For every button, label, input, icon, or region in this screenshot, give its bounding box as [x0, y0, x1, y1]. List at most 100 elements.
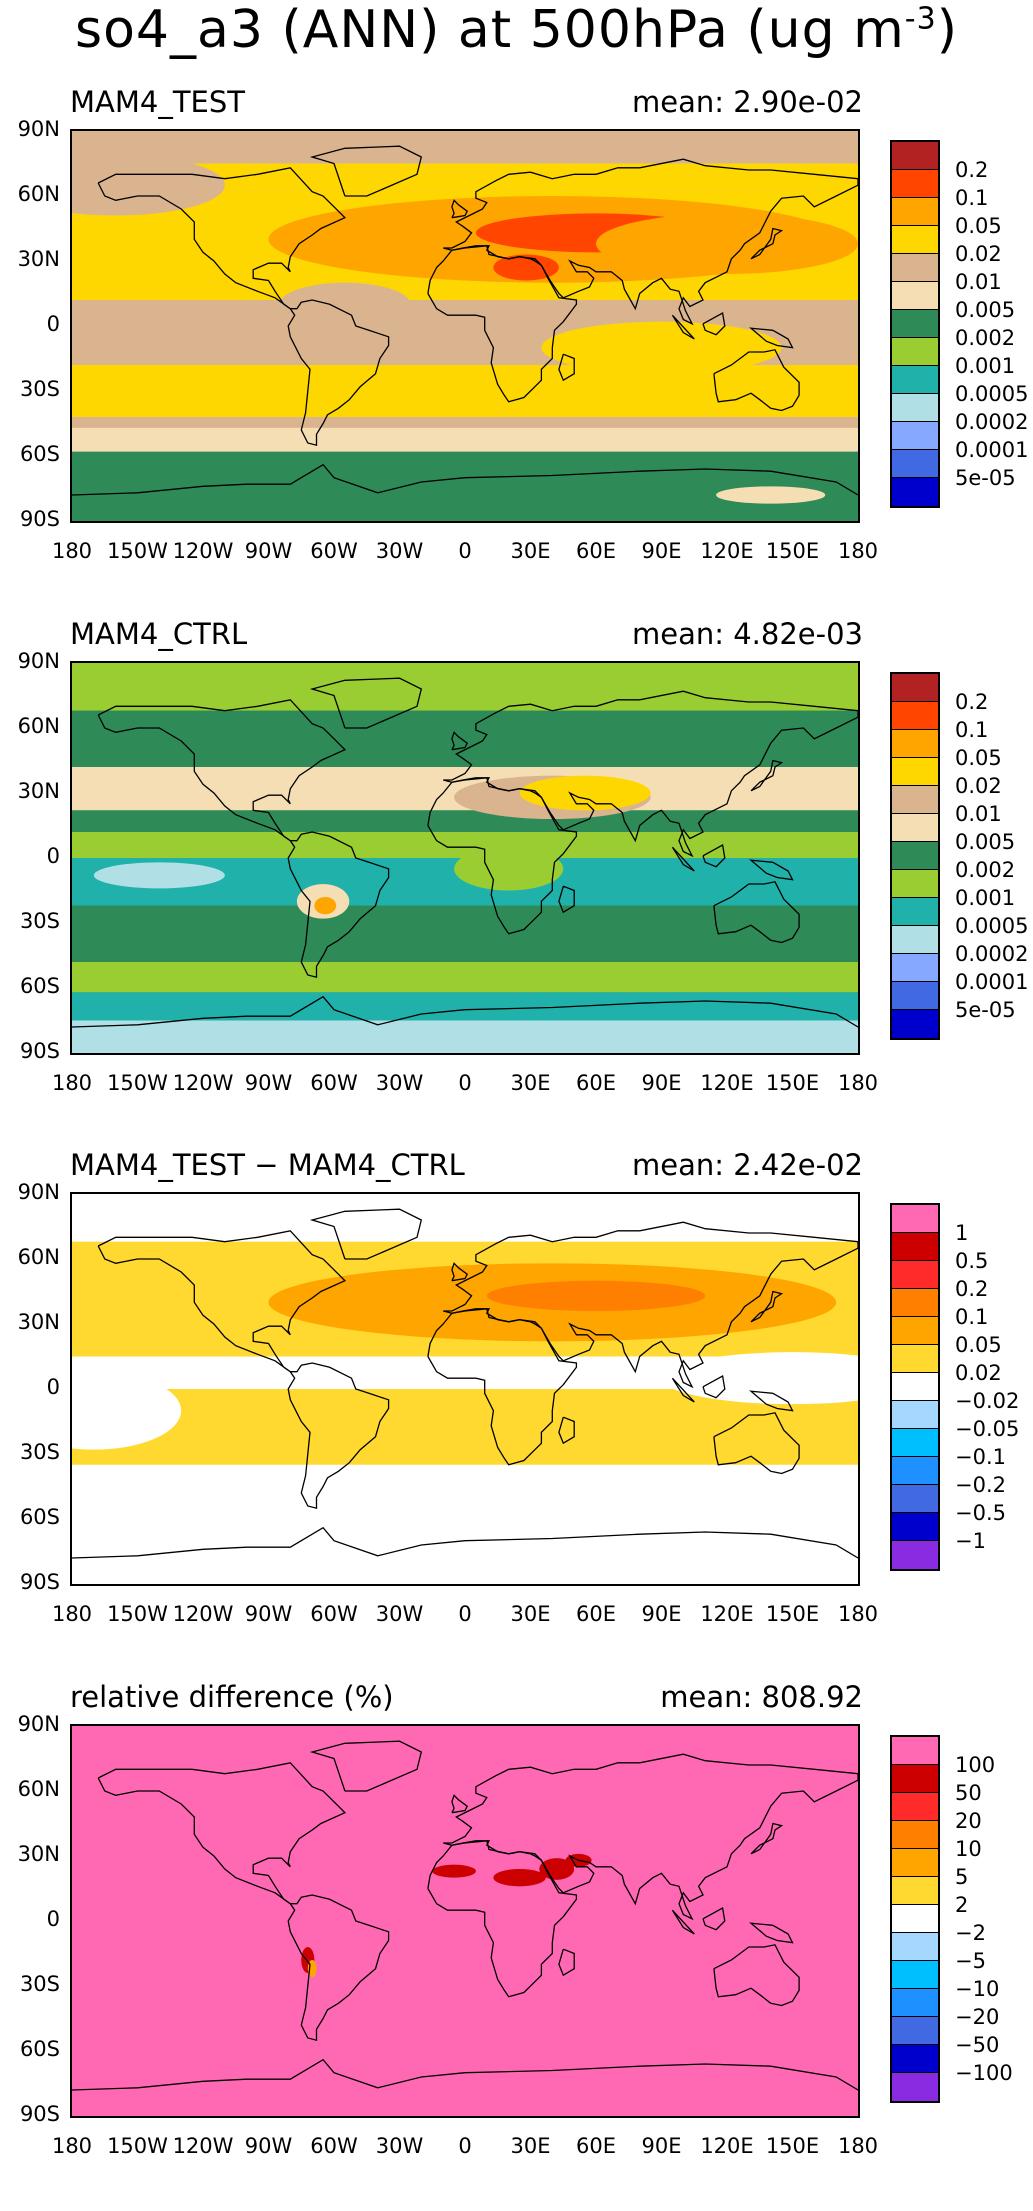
lon-tick-label: 180 [837, 539, 879, 563]
contour-band [72, 832, 858, 858]
contour-region [493, 1869, 546, 1887]
lon-tick-label: 150E [765, 2134, 820, 2158]
colorbar-swatch [892, 1261, 938, 1289]
lon-tick-label: 0 [458, 2134, 472, 2158]
contour-region [661, 1352, 858, 1405]
colorbar-label: 0.5 [955, 1249, 989, 1273]
lon-tick-label: 180 [51, 1602, 93, 1626]
coastline [72, 995, 858, 1028]
coastline [749, 859, 794, 881]
coastline [451, 731, 469, 751]
map-svg [72, 1194, 858, 1584]
colorbar-label: −20 [955, 2005, 1000, 2029]
coastline [72, 463, 858, 496]
lat-tick-label: 60S [19, 974, 60, 998]
figure-title-exponent: -3 [904, 1, 937, 37]
map-panel-4: relative difference (%) mean: 808.92 90N 60… [0, 1680, 1033, 2211]
colorbar-label: −2 [955, 1921, 986, 1945]
coastline [97, 1230, 390, 1510]
map-panel-1: MAM4_TEST mean: 2.90e-02 90N 60N 30N 0 30S 60S 9… [0, 85, 1033, 616]
map-panel-2: MAM4_CTRL mean: 4.82e-03 90N 60N 30N 0 30S 60S 9… [0, 617, 1033, 1148]
lon-tick-label: 0 [458, 1071, 472, 1095]
lon-tick-label: 60W [310, 1071, 358, 1095]
panel-title: MAM4_TEST [70, 85, 245, 119]
lat-tick-label: 0 [46, 1907, 60, 1931]
coastline [558, 353, 575, 382]
colorbar-label: −50 [955, 2033, 1000, 2057]
contour-band [72, 992, 858, 1021]
colorbar-label: 0.005 [955, 298, 1016, 322]
contour-band [72, 131, 858, 164]
lon-tick-label: 180 [837, 1602, 879, 1626]
panel-mean: mean: 808.92 [660, 1680, 863, 1714]
lon-tick-label: 180 [51, 2134, 93, 2158]
coastline [427, 1840, 578, 1998]
lon-tick-label: 150W [107, 1071, 168, 1095]
lon-tick-label: 90E [641, 539, 682, 563]
colorbar-label: 0.2 [955, 690, 989, 714]
coastline [749, 327, 794, 349]
coastline [427, 777, 578, 935]
coastline [750, 1822, 784, 1855]
lon-tick-label: 60W [310, 1602, 358, 1626]
lon-tick-label: 0 [458, 1602, 472, 1626]
lon-tick-label: 60W [310, 539, 358, 563]
coastline [702, 1374, 726, 1399]
contour-band [72, 282, 858, 300]
contour-band [72, 905, 858, 962]
lat-tick-label: 90S [19, 2102, 60, 2126]
coastline [558, 885, 575, 914]
colorbar-swatch [892, 142, 938, 170]
lon-tick-label: 150E [765, 539, 820, 563]
colorbar-label: −10 [955, 1977, 1000, 2001]
figure-title: so4_a3 (ANN) at 500hPa (ug m-3) [0, 0, 1033, 60]
lon-tick-label: 30W [375, 539, 424, 563]
lon-tick-label: 120W [172, 2134, 234, 2158]
coastline [749, 1390, 794, 1412]
contour-region [486, 1280, 706, 1311]
contour-band [72, 365, 858, 417]
lon-tick-label: 30W [375, 1071, 424, 1095]
colorbar-swatch [892, 1961, 938, 1989]
contour-region [596, 213, 858, 274]
lat-tick-label: 90S [19, 1039, 60, 1063]
colorbar-swatch [892, 254, 938, 282]
figure-title-close: ) [936, 0, 958, 60]
coastline [702, 843, 726, 868]
colorbar [890, 1203, 940, 1571]
lon-tick-label: 150W [107, 2134, 168, 2158]
contour-band [72, 1194, 858, 1242]
coastline [558, 1948, 575, 1977]
colorbar-swatch [892, 1233, 938, 1261]
contour-region [93, 862, 225, 889]
colorbar-label: 1 [955, 1221, 969, 1245]
lon-tick-label: 180 [51, 1071, 93, 1095]
colorbar-swatch [892, 814, 938, 842]
panel-title: MAM4_TEST − MAM4_CTRL [70, 1148, 465, 1182]
colorbar-swatch [892, 226, 938, 254]
lon-tick-label: 90W [244, 1071, 293, 1095]
map-svg [72, 131, 858, 521]
colorbar-label: 2 [955, 1893, 969, 1917]
lat-tick-label: 0 [46, 1375, 60, 1399]
colorbar-swatch [892, 1821, 938, 1849]
contour-band [72, 962, 858, 993]
lat-tick-label: 60N [17, 714, 60, 738]
lon-tick-label: 30W [375, 1602, 424, 1626]
colorbar-swatch [892, 478, 938, 506]
colorbar-swatch [892, 282, 938, 310]
colorbar-swatch [892, 1877, 938, 1905]
colorbar-label: −5 [955, 1949, 986, 1973]
colorbar-label: 0.2 [955, 158, 989, 182]
colorbar-label: 0.01 [955, 802, 1002, 826]
lon-tick-label: 90E [641, 1602, 682, 1626]
lon-tick-label: 30E [510, 2134, 551, 2158]
colorbar-label: −0.5 [955, 1501, 1006, 1525]
lat-tick-label: 30N [17, 779, 60, 803]
coastline [443, 1221, 858, 1389]
coastline [713, 1944, 800, 2007]
colorbar-label: 0.05 [955, 214, 1002, 238]
colorbar-label: −0.05 [955, 1417, 1020, 1441]
panel-mean: mean: 2.42e-02 [631, 1148, 863, 1182]
colorbar-label: 0.1 [955, 186, 989, 210]
